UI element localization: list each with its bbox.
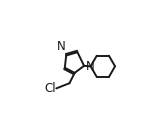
Text: Cl: Cl xyxy=(44,82,56,95)
Text: N: N xyxy=(86,60,94,72)
Text: N: N xyxy=(57,40,65,53)
